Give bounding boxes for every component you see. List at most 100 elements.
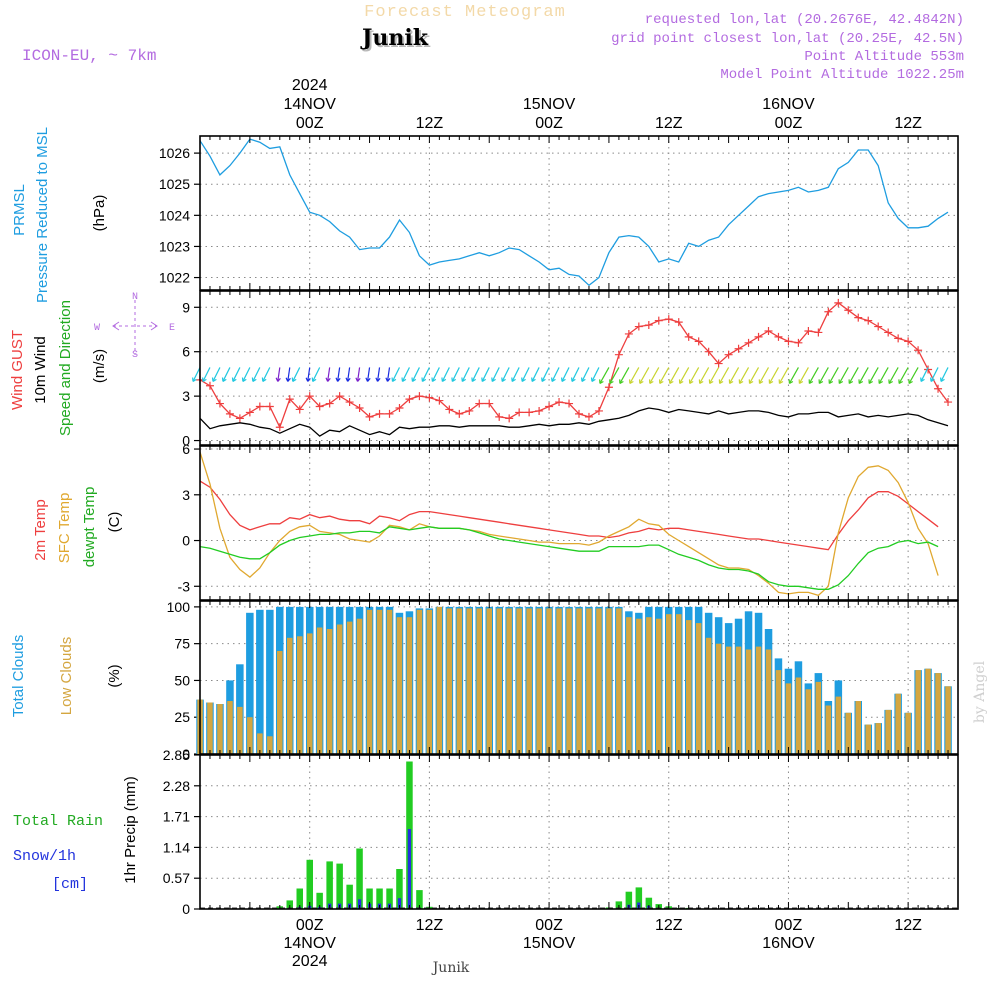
gust-marker: [814, 328, 823, 337]
wind-arrow: [788, 367, 799, 384]
bar-low-clouds: [815, 681, 822, 754]
wind-arrow: [689, 367, 700, 384]
requested-coords: requested lon,lat (20.2676E, 42.4842N): [645, 12, 964, 28]
y-tick-label: 2.85: [163, 747, 190, 763]
bar-low-clouds: [586, 608, 592, 754]
time-label: 00Z: [775, 115, 803, 132]
bar-total-rain: [316, 892, 323, 909]
wind-arrow: [391, 367, 401, 382]
gust-marker: [405, 395, 414, 404]
bar-snow-1h: [407, 829, 411, 909]
wind-arrow: [501, 367, 510, 382]
bar-low-clouds: [576, 608, 582, 754]
bar-low-clouds: [935, 673, 941, 754]
wind-arrow-head: [930, 377, 935, 382]
time-label: 12Z: [416, 917, 444, 934]
bar-low-clouds: [606, 608, 612, 754]
bar-total-rain: [346, 884, 353, 909]
wind-arrow: [471, 367, 480, 382]
wind-arrow-head: [609, 379, 614, 384]
bar-low-clouds: [785, 683, 792, 754]
bar-low-clouds: [546, 608, 552, 754]
bar-low-clouds: [725, 646, 732, 754]
bar-total-rain: [356, 848, 363, 909]
bar-low-clouds: [686, 620, 692, 754]
gust-marker: [445, 405, 454, 414]
bar-total-rain: [645, 897, 653, 909]
wind-arrow: [376, 367, 381, 382]
bar-low-clouds: [705, 637, 712, 754]
y-tick-label: 1024: [159, 207, 190, 223]
y-tick-label: 1025: [159, 176, 190, 192]
wind-arrow-head: [421, 377, 427, 382]
bar-low-clouds: [875, 723, 881, 754]
bar-snow-1h: [358, 899, 362, 909]
bar-low-clouds: [616, 608, 622, 754]
gust-marker: [235, 414, 244, 423]
wind-arrow: [749, 367, 760, 384]
wind-arrow-head: [878, 379, 883, 384]
gust-marker: [614, 350, 623, 359]
bar-low-clouds: [566, 608, 572, 754]
time-label: 16NOV: [762, 96, 815, 113]
bar-low-clouds: [237, 706, 243, 754]
wind-arrow-head: [858, 379, 864, 384]
bar-total-rain: [326, 861, 333, 909]
wind-arrow: [202, 367, 211, 382]
wind-arrow-head: [291, 377, 297, 382]
gust-marker: [255, 402, 264, 411]
bar-low-clouds: [905, 712, 911, 754]
wind-arrow: [649, 367, 660, 384]
bar-low-clouds: [476, 608, 482, 754]
y-tick-label: 0: [182, 901, 190, 917]
y-tick-label: 75: [174, 636, 190, 652]
time-label: 2024: [292, 77, 328, 94]
bar-low-clouds: [436, 606, 443, 754]
wind-arrow-head: [355, 377, 361, 382]
gust-marker: [275, 423, 284, 432]
model-name: ICON-EU, ~ 7km: [22, 47, 156, 65]
gust-marker: [794, 338, 803, 347]
gridpoint-coords: grid point closest lon,lat (20.25E, 42.5…: [611, 31, 964, 47]
wind-arrow-head: [758, 379, 764, 384]
gust-marker: [824, 307, 833, 316]
gust-marker: [245, 408, 254, 417]
gust-marker: [315, 402, 324, 411]
wind-arrow-head: [848, 379, 854, 384]
gust-marker: [774, 332, 783, 341]
series-line-sfc-temp: [199, 451, 939, 597]
gust-marker: [714, 359, 723, 368]
wind-arrow-head: [798, 379, 804, 384]
wind-arrow-head: [411, 377, 417, 382]
location-title-shadow: Junik: [362, 27, 431, 53]
gust-marker: [565, 399, 574, 408]
pressure-label-long: Pressure Reduced to MSL: [34, 127, 51, 303]
gust-marker: [265, 402, 274, 411]
y-tick-label: 1.71: [163, 809, 190, 825]
gust-marker: [884, 328, 893, 337]
wind-arrow: [940, 367, 949, 382]
gust-marker: [515, 408, 524, 417]
gust-marker: [854, 313, 863, 322]
gust-marker: [704, 347, 713, 356]
bar-low-clouds: [446, 608, 453, 754]
bar-low-clouds: [666, 614, 672, 754]
wind-arrow-head: [385, 377, 391, 382]
y-tick-label: 3: [182, 388, 190, 404]
gust-marker: [834, 298, 843, 307]
wind-arrow: [541, 367, 550, 382]
bar-low-clouds: [217, 704, 223, 754]
wind-arrow-head: [365, 377, 371, 382]
wind-arrow: [808, 367, 819, 384]
precip-panel: 0 0.57 1.14 1.71 2.28 2.85: [163, 747, 959, 917]
gust-marker: [305, 392, 314, 401]
gust-marker: [634, 322, 643, 331]
wind-arrow-head: [649, 379, 654, 384]
wind-dir-label: Speed and Direction: [57, 300, 74, 436]
wind-arrow-head: [501, 377, 506, 382]
bar-snow-1h: [397, 898, 402, 909]
bar-total-clouds: [256, 609, 264, 754]
wind-arrow: [659, 367, 670, 384]
wind-arrow-head: [375, 377, 381, 382]
